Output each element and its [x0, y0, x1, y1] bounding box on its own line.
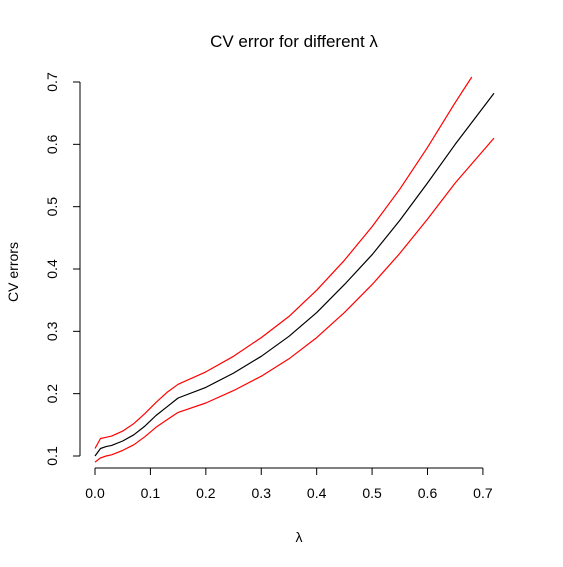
cv-error-line	[95, 93, 494, 456]
y-tick-label: 0.5	[44, 197, 60, 217]
x-tick-label: 0.1	[141, 485, 161, 501]
x-axis: 0.0 0.1 0.2 0.3 0.4 0.5 0.6 0.7	[85, 468, 493, 501]
lower-bound-line	[95, 138, 494, 462]
y-tick-label: 0.6	[44, 134, 60, 154]
x-tick-label: 0.3	[252, 485, 272, 501]
x-tick-label: 0.7	[473, 485, 493, 501]
y-axis: 0.1 0.2 0.3 0.4 0.5 0.6 0.7	[44, 72, 80, 466]
y-tick-label: 0.7	[44, 72, 60, 92]
x-tick-label: 0.5	[362, 485, 382, 501]
y-tick-label: 0.4	[44, 259, 60, 279]
y-tick-label: 0.1	[44, 446, 60, 466]
y-tick-label: 0.2	[44, 384, 60, 404]
x-tick-label: 0.0	[85, 485, 105, 501]
x-tick-label: 0.4	[307, 485, 327, 501]
x-axis-label: λ	[296, 529, 303, 545]
x-tick-label: 0.6	[418, 485, 438, 501]
chart-title: CV error for different λ	[210, 32, 378, 51]
y-tick-label: 0.3	[44, 321, 60, 341]
upper-bound-line	[95, 77, 472, 449]
y-axis-label: CV errors	[5, 242, 21, 302]
plot-series	[95, 77, 494, 462]
x-tick-label: 0.2	[196, 485, 216, 501]
